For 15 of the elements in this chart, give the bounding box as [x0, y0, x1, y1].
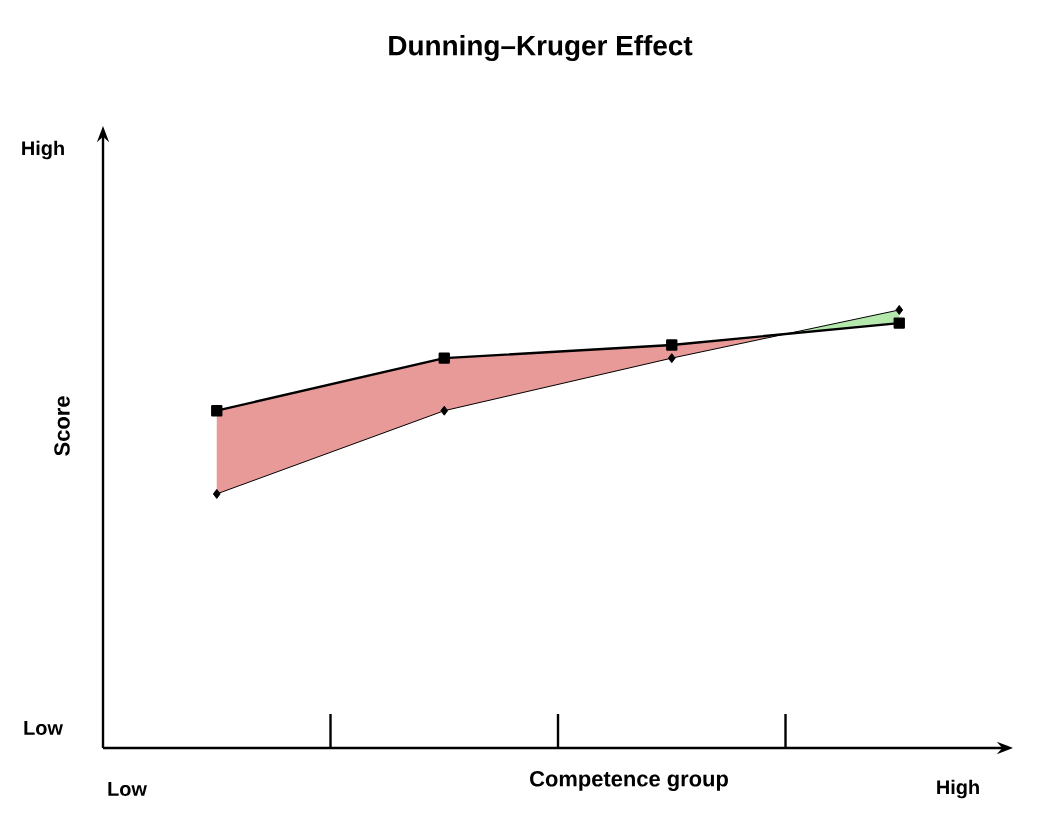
point: [667, 353, 676, 364]
chart-title: Dunning–Kruger Effect: [389, 34, 693, 62]
text: High: [22, 140, 64, 160]
text: High: [937, 779, 979, 799]
text: Low: [24, 721, 63, 735]
point: [893, 317, 905, 329]
point: [211, 405, 223, 417]
point: [895, 304, 904, 315]
point: [212, 488, 221, 499]
point: [666, 339, 678, 351]
point: [440, 405, 449, 416]
text: Low: [108, 782, 147, 796]
y-axis-title: Score: [54, 396, 70, 456]
x-axis-title: Competence group: [530, 771, 728, 791]
point: [438, 352, 450, 364]
